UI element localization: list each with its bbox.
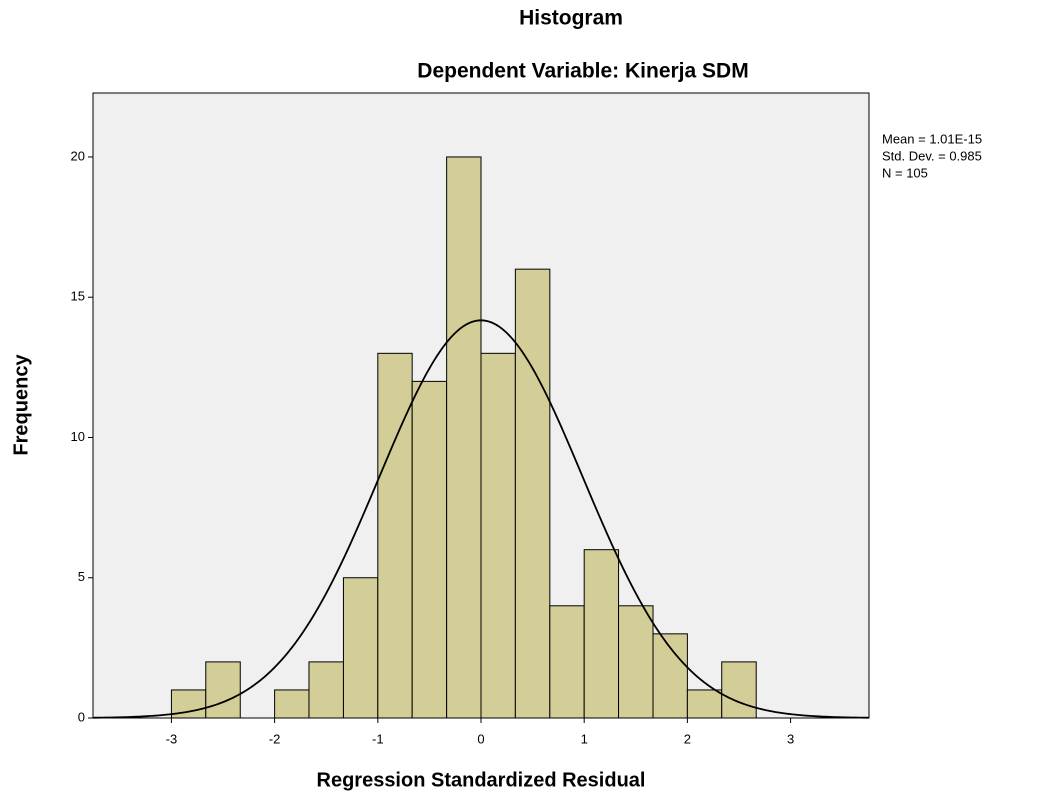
bar: [721, 661, 757, 719]
x-tick-label: 1: [581, 731, 588, 746]
bar: [411, 380, 448, 719]
chart-title: Histogram: [519, 7, 623, 30]
bar: [308, 661, 344, 719]
stat-mean: Mean = 1.01E-15: [882, 131, 982, 146]
y-tick-label: 15: [71, 289, 85, 304]
bar: [205, 661, 241, 719]
x-tick-label: -3: [166, 731, 178, 746]
y-tick-label: 0: [78, 709, 85, 724]
x-tick-label: 2: [684, 731, 691, 746]
x-axis-label: Regression Standardized Residual: [317, 769, 646, 791]
stat-sd: Std. Dev. = 0.985: [882, 148, 982, 163]
bar: [274, 689, 310, 719]
y-tick-label: 5: [78, 569, 85, 584]
x-tick-label: 3: [787, 731, 794, 746]
y-tick-label: 20: [71, 148, 85, 163]
bar: [377, 352, 413, 719]
bar: [686, 689, 723, 719]
x-tick-label: -1: [372, 731, 384, 746]
bar: [342, 577, 379, 719]
bar: [514, 268, 551, 719]
bar: [618, 605, 654, 719]
bar: [583, 549, 620, 719]
stat-n: N = 105: [882, 165, 928, 180]
bar: [549, 605, 585, 719]
normal-curve: [92, 319, 870, 719]
chart-subtitle: Dependent Variable: Kinerja SDM: [417, 60, 748, 83]
bar: [446, 156, 482, 719]
y-axis-label: Frequency: [10, 354, 32, 456]
y-tick-label: 10: [71, 429, 85, 444]
bar: [480, 352, 516, 719]
x-tick-label: 0: [477, 731, 484, 746]
bar: [170, 689, 207, 719]
x-tick-label: -2: [269, 731, 281, 746]
